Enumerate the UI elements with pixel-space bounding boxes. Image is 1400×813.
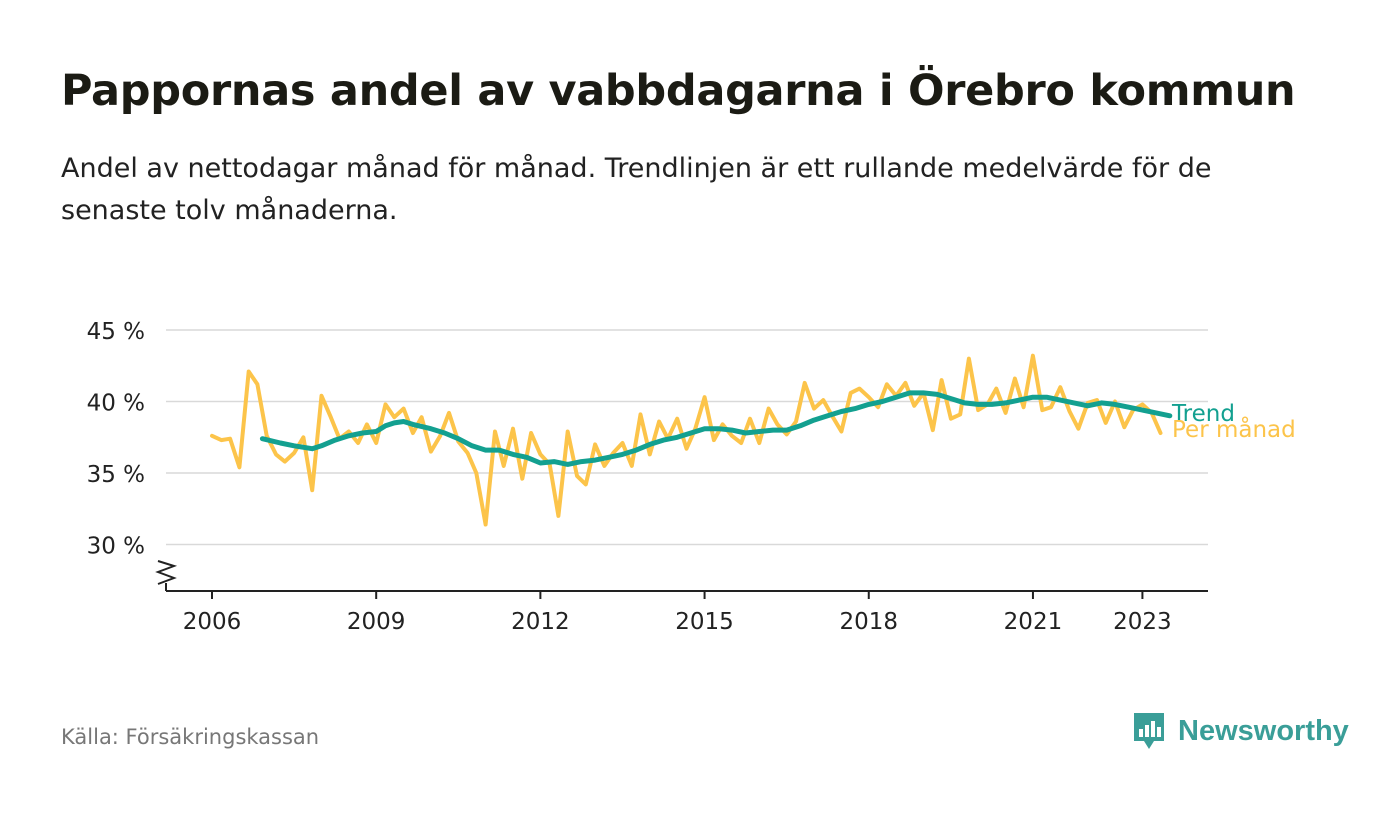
x-tick-label: 2012 [511, 609, 570, 635]
trend-label: Trend [1171, 401, 1235, 427]
y-tick-label: 30 % [87, 534, 145, 560]
series-trend [259, 390, 1173, 467]
x-tick-label: 2021 [1004, 609, 1063, 635]
x-tick-label: 2006 [183, 609, 242, 635]
x-axis [155, 560, 1208, 599]
tick-labels: 30 % 35 % 40 % 45 % 2006 2009 2012 2015 2018 2021… [87, 319, 1296, 635]
chart-title: Pappornas andel av vabbdagarna i Örebro … [61, 66, 1296, 116]
newsworthy-logo-icon [1134, 713, 1164, 749]
y-tick-label: 40 % [87, 391, 145, 417]
axis-break-icon [155, 560, 178, 585]
x-tick-label: 2015 [675, 609, 734, 635]
series-per-manad [210, 353, 1163, 527]
per-manad-line [210, 353, 1163, 527]
x-tick-label: 2023 [1113, 609, 1172, 635]
chart-subtitle: Andel av nettodagar månad för månad. Tre… [61, 153, 1212, 226]
source-note: Källa: Försäkringskassan [61, 725, 320, 749]
x-tick-label: 2018 [839, 609, 898, 635]
grid-lines [166, 329, 1208, 546]
newsworthy-logo: Newsworthy [1132, 711, 1349, 751]
brand-name: Newsworthy [1178, 714, 1349, 747]
x-tick-label: 2009 [347, 609, 406, 635]
series-lines [210, 353, 1173, 527]
per-manad-label: Per månad [1172, 415, 1296, 443]
trend-line [259, 390, 1173, 467]
y-tick-label: 45 % [87, 319, 145, 345]
y-tick-label: 35 % [87, 462, 145, 488]
